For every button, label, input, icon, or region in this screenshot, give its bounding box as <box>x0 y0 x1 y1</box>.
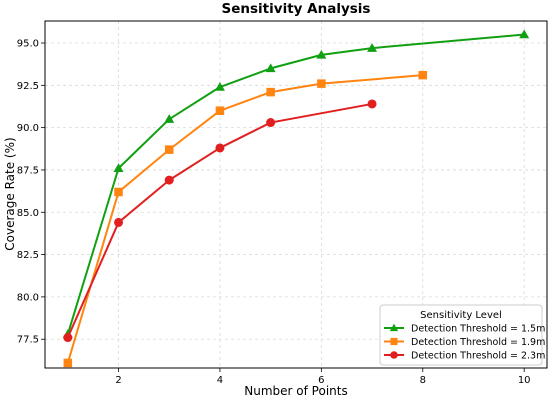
chart-title: Sensitivity Analysis <box>222 1 371 17</box>
series-1 <box>62 29 530 338</box>
series-line <box>66 102 373 338</box>
data-point <box>519 29 530 39</box>
legend-label: Detection Threshold = 1.9m <box>411 337 545 348</box>
y-axis-title: Coverage Rate (%) <box>3 137 17 250</box>
x-tick-label: 10 <box>518 375 531 386</box>
data-point <box>317 79 326 88</box>
legend-label: Detection Threshold = 1.5m <box>411 324 545 335</box>
x-tick-label: 6 <box>318 375 324 386</box>
legend-box <box>379 304 543 366</box>
y-tick-label: 87.5 <box>17 165 39 176</box>
legend-label: Detection Threshold = 2.3m <box>411 351 545 362</box>
legend-marker <box>390 337 398 346</box>
x-tick-label: 8 <box>420 375 426 386</box>
axis-ticks: 2 4 6 8 10 77.5 80.0 82.5 85.0 87.5 90.0 92.5 95.0 <box>17 39 531 386</box>
legend-marker <box>389 323 399 332</box>
legend-title: Sensitivity Level <box>420 310 502 321</box>
data-point <box>418 70 428 80</box>
x-axis-title: Number of Points <box>244 384 347 398</box>
data-point <box>164 175 174 185</box>
series-layer <box>62 29 530 368</box>
y-tick-label: 85.0 <box>17 208 39 219</box>
legend: Sensitivity Level Detection Threshold = … <box>379 304 545 366</box>
series-line <box>66 33 525 335</box>
series-2 <box>63 70 428 368</box>
data-point <box>266 87 275 97</box>
legend-marker <box>390 351 398 359</box>
data-point <box>114 217 124 227</box>
data-point <box>114 187 123 197</box>
y-tick-label: 95.0 <box>17 39 39 50</box>
data-point <box>367 99 377 109</box>
legend-item: Detection Threshold = 2.3m <box>384 351 545 362</box>
data-point <box>367 43 378 52</box>
data-point <box>215 106 225 115</box>
series-3 <box>63 99 377 343</box>
data-point <box>113 163 124 173</box>
data-point <box>63 333 73 343</box>
y-tick-label: 82.5 <box>17 250 39 261</box>
y-tick-label: 92.5 <box>17 81 39 92</box>
data-point <box>266 118 276 128</box>
legend-item: Detection Threshold = 1.5m <box>384 324 545 335</box>
legend-items: Detection Threshold = 1.5m Detection Thre… <box>384 324 545 362</box>
data-point <box>316 49 327 59</box>
data-point <box>214 82 225 91</box>
data-point <box>63 358 73 368</box>
legend-item: Detection Threshold = 1.9m <box>384 337 545 348</box>
y-tick-label: 90.0 <box>17 123 39 134</box>
data-point <box>265 63 276 73</box>
y-tick-label: 77.5 <box>17 335 39 346</box>
data-point <box>215 143 225 153</box>
x-tick-label: 4 <box>217 375 223 386</box>
plot-frame <box>44 20 548 369</box>
y-tick-label: 80.0 <box>17 292 39 303</box>
data-point <box>164 145 174 154</box>
data-point <box>164 114 175 123</box>
x-tick-label: 2 <box>115 375 121 386</box>
